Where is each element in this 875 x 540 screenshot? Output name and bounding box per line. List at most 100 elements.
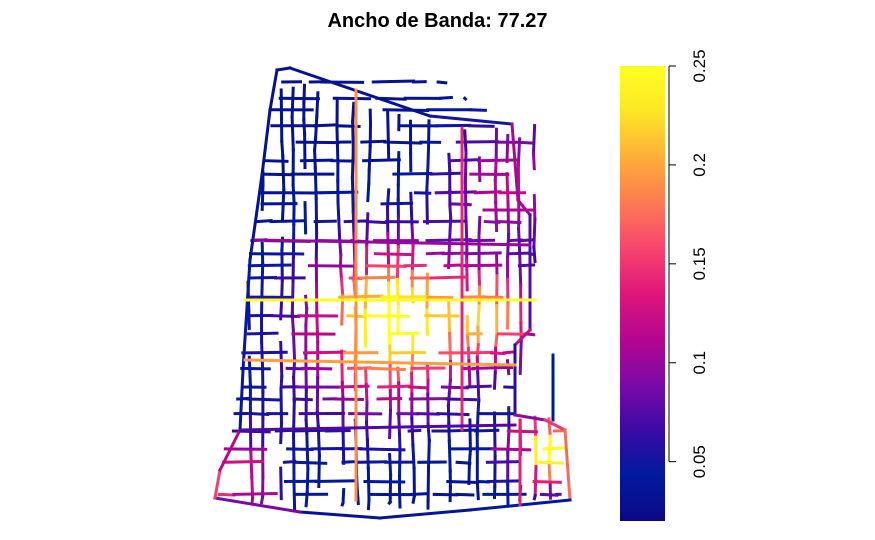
street-segment — [542, 446, 566, 451]
street-segment — [232, 491, 278, 496]
street-segment — [512, 327, 533, 348]
street-segment — [469, 108, 487, 112]
street-segment — [425, 272, 429, 312]
street-segment — [217, 427, 243, 473]
street-segment — [337, 218, 342, 242]
street-segment — [448, 204, 453, 220]
street-segment — [447, 152, 452, 172]
street-segment — [447, 439, 452, 473]
street-segment — [448, 331, 453, 364]
street-segment — [291, 331, 297, 363]
street-segment — [463, 350, 494, 355]
street-segment — [340, 349, 344, 385]
street-segment — [490, 447, 532, 452]
street-segment — [338, 384, 370, 389]
street-segment — [362, 158, 401, 163]
street-segment — [532, 194, 537, 222]
street-segment — [292, 375, 296, 403]
street-segment — [513, 413, 547, 422]
street-segment — [476, 304, 481, 329]
street-segment — [365, 438, 370, 470]
street-segment — [388, 408, 393, 440]
street-segment — [260, 183, 265, 211]
street-segment — [279, 466, 283, 501]
street-segment — [359, 447, 406, 452]
street-segment — [390, 331, 420, 336]
street-segment — [397, 432, 402, 452]
street-segment — [434, 190, 477, 195]
street-segment — [275, 66, 292, 72]
street-segment — [383, 140, 423, 145]
street-segment — [512, 140, 534, 145]
street-segment — [410, 243, 415, 273]
street-network — [213, 66, 572, 520]
street-segment — [465, 257, 469, 292]
street-segment — [531, 124, 537, 156]
street-segment — [279, 422, 284, 445]
street-segment — [247, 263, 292, 268]
street-segment — [241, 258, 252, 372]
street-segment — [371, 79, 416, 84]
street-segment — [292, 397, 313, 402]
street-segment — [425, 308, 429, 336]
street-segment — [518, 251, 523, 287]
plot-title: Ancho de Banda: 77.27 — [327, 10, 548, 32]
street-segment — [467, 124, 495, 128]
street-segment — [338, 264, 344, 281]
street-segment — [358, 366, 372, 370]
street-segment — [438, 95, 454, 100]
street-segment — [489, 351, 506, 356]
street-segment — [382, 108, 430, 113]
street-segment — [477, 215, 482, 238]
street-segment — [238, 423, 517, 432]
street-segment — [341, 488, 346, 505]
street-segment — [377, 384, 412, 389]
street-segment — [315, 310, 320, 344]
street-segment — [386, 231, 391, 268]
street-segment — [247, 355, 252, 388]
street-segment — [340, 500, 345, 507]
street-segment — [425, 189, 429, 225]
street-segment — [396, 151, 401, 187]
street-segment — [473, 190, 502, 195]
street-segment — [467, 462, 471, 485]
street-segment — [280, 139, 285, 159]
street-segment — [448, 158, 481, 163]
street-segment — [428, 114, 514, 126]
street-segment — [493, 334, 499, 350]
street-segment — [255, 219, 273, 224]
legend-tick-label: 0.2 — [690, 153, 709, 177]
street-segment — [463, 180, 468, 219]
street-segment — [539, 492, 559, 497]
street-segment — [429, 171, 461, 176]
street-segment — [476, 398, 481, 416]
street-segment — [213, 468, 222, 500]
street-segment — [260, 172, 294, 177]
street-segment — [446, 479, 480, 485]
street-segment — [506, 429, 538, 434]
street-segment — [461, 366, 475, 371]
street-segment — [351, 101, 356, 123]
street-segment — [440, 385, 469, 390]
street-segment — [314, 190, 359, 195]
street-segment — [247, 275, 278, 280]
street-segment — [518, 339, 523, 375]
street-segment — [502, 350, 517, 355]
street-segment — [426, 295, 454, 300]
street-segment — [350, 148, 355, 180]
street-segment — [436, 80, 448, 85]
street-segment — [388, 453, 393, 477]
street-segment — [303, 201, 308, 235]
street-segment — [477, 158, 520, 163]
street-segment — [238, 368, 245, 432]
street-segment — [367, 144, 372, 172]
street-segment — [286, 447, 314, 452]
street-segment — [380, 201, 414, 206]
street-segment — [314, 479, 358, 484]
street-segment — [260, 108, 272, 177]
street-segment — [241, 350, 288, 355]
street-segment — [339, 277, 345, 297]
street-segment — [411, 493, 417, 504]
street-segment — [538, 460, 565, 465]
street-segment — [253, 238, 532, 247]
